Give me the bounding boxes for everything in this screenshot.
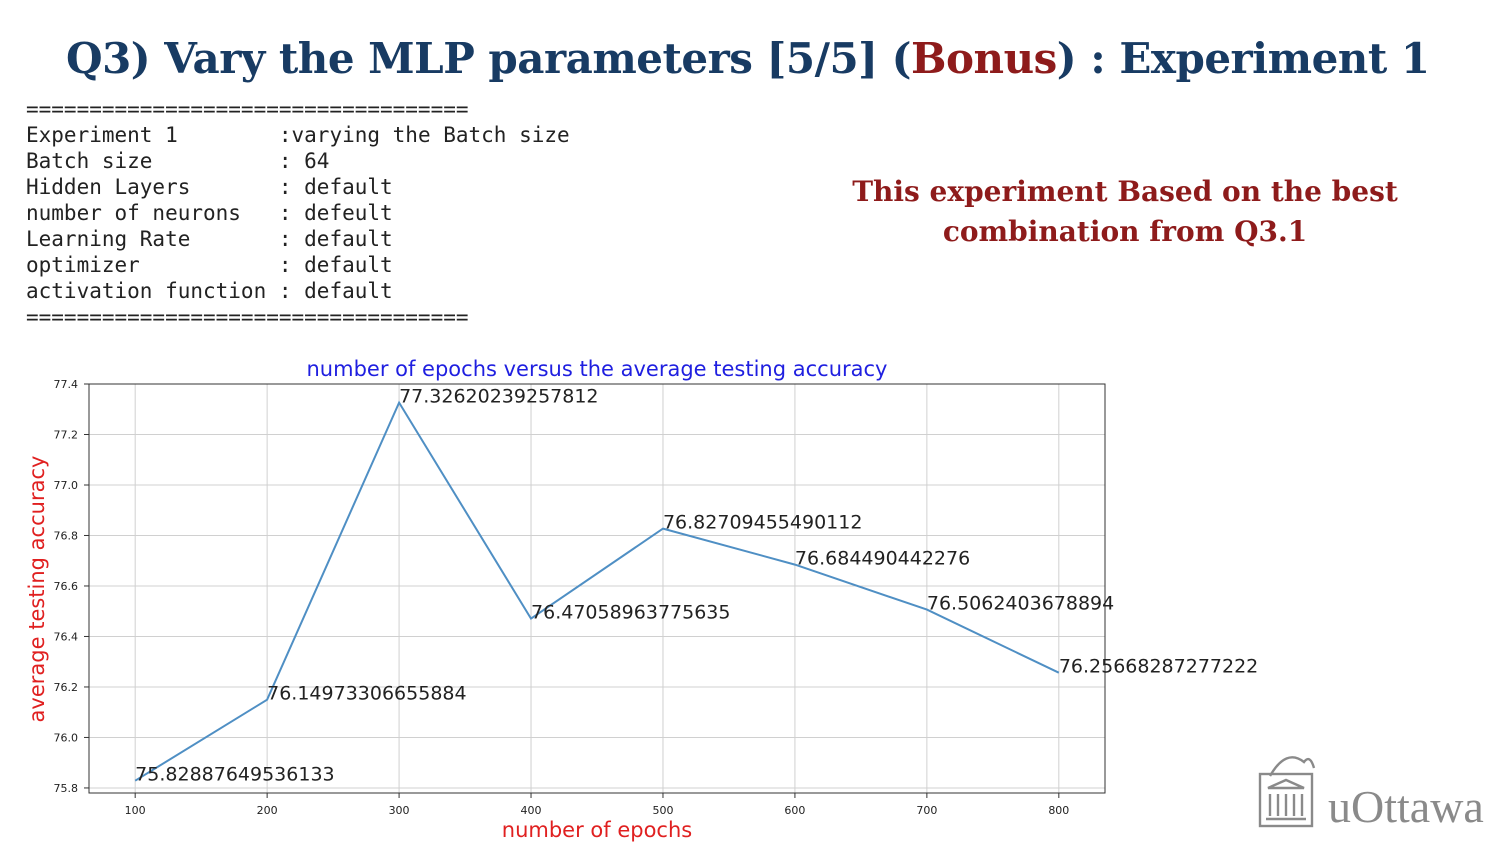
console-output: =================================== Expe…	[26, 96, 570, 330]
console-value: : default	[278, 175, 393, 199]
console-value: : default	[278, 227, 393, 251]
console-key: number of neurons	[26, 201, 279, 225]
console-value: : default	[278, 279, 393, 303]
uottawa-logo: uOttawa	[1258, 756, 1484, 832]
slide-title: Q3) Vary the MLP parameters [5/5] (Bonus…	[66, 34, 1430, 83]
point-label: 76.82709455490112	[663, 512, 862, 534]
logo-text: uOttawa	[1328, 781, 1484, 832]
console-row: Hidden Layers : default	[26, 175, 393, 199]
console-row: number of neurons : defeult	[26, 201, 393, 225]
y-axis-label: average testing accuracy	[25, 456, 49, 723]
console-key: Batch size	[26, 149, 279, 173]
console-key: Experiment 1	[26, 123, 279, 147]
console-row: Experiment 1 :varying the Batch size	[26, 123, 570, 147]
point-label: 75.82887649536133	[135, 764, 334, 786]
title-bonus: Bonus	[911, 34, 1057, 83]
title-suffix: ) : Experiment 1	[1056, 34, 1430, 83]
accuracy-line-chart: number of epochs versus the average test…	[25, 357, 1258, 842]
x-tick-label: 700	[916, 804, 937, 817]
point-label: 76.14973306655884	[267, 683, 466, 705]
point-labels: 75.82887649536133 76.14973306655884 77.326…	[135, 386, 1258, 786]
console-row: Batch size : 64	[26, 149, 329, 173]
x-tick-label: 300	[389, 804, 410, 817]
chart-grid	[89, 383, 1105, 793]
console-key: optimizer	[26, 253, 279, 277]
console-value: : 64	[278, 149, 330, 173]
building-icon	[1258, 756, 1316, 828]
console-value: :varying the Batch size	[278, 123, 570, 147]
x-tick-label: 600	[784, 804, 805, 817]
point-label: 76.5062403678894	[927, 593, 1114, 615]
y-tick-label: 77.2	[54, 428, 79, 441]
y-tick-label: 75.8	[54, 782, 79, 795]
point-label: 77.32620239257812	[399, 386, 598, 408]
y-tick-label: 76.2	[54, 681, 79, 694]
x-axis: 100 200 300 400 500 600 700 800	[125, 793, 1069, 817]
x-axis-label: number of epochs	[502, 818, 692, 842]
y-tick-label: 76.8	[54, 529, 79, 542]
y-tick-label: 77.0	[54, 479, 79, 492]
console-value: : default	[278, 253, 393, 277]
console-key: Hidden Layers	[26, 175, 279, 199]
console-value: : defeult	[278, 201, 393, 225]
point-label: 76.684490442276	[795, 548, 970, 570]
y-tick-label: 76.6	[54, 580, 79, 593]
x-tick-label: 100	[125, 804, 146, 817]
y-tick-label: 76.0	[54, 731, 79, 744]
console-key: Learning Rate	[26, 227, 279, 251]
x-tick-label: 500	[652, 804, 673, 817]
y-tick-label: 77.4	[54, 378, 79, 391]
console-row: optimizer : default	[26, 253, 393, 277]
chart-title: number of epochs versus the average test…	[307, 357, 888, 381]
x-tick-label: 400	[521, 804, 542, 817]
console-row: Learning Rate : default	[26, 227, 393, 251]
y-tick-label: 76.4	[54, 630, 79, 643]
plot-frame	[88, 383, 1106, 794]
x-tick-label: 200	[257, 804, 278, 817]
point-label: 76.47058963775635	[531, 602, 730, 624]
title-prefix: Q3) Vary the MLP parameters [5/5] (	[66, 34, 912, 83]
experiment-note: This experiment Based on the best combin…	[852, 175, 1398, 248]
x-tick-label: 800	[1048, 804, 1069, 817]
y-axis: 75.8 76.0 76.2 76.4 76.6 76.8 77.0 77.2 77.4	[54, 378, 89, 795]
console-key: activation function	[26, 279, 279, 303]
point-label: 76.25668287277222	[1059, 656, 1258, 678]
console-row: activation function : default	[26, 279, 393, 303]
console-separator-bottom: ===================================	[26, 305, 469, 329]
series-line	[134, 400, 1060, 782]
console-separator-top: ===================================	[26, 97, 469, 121]
